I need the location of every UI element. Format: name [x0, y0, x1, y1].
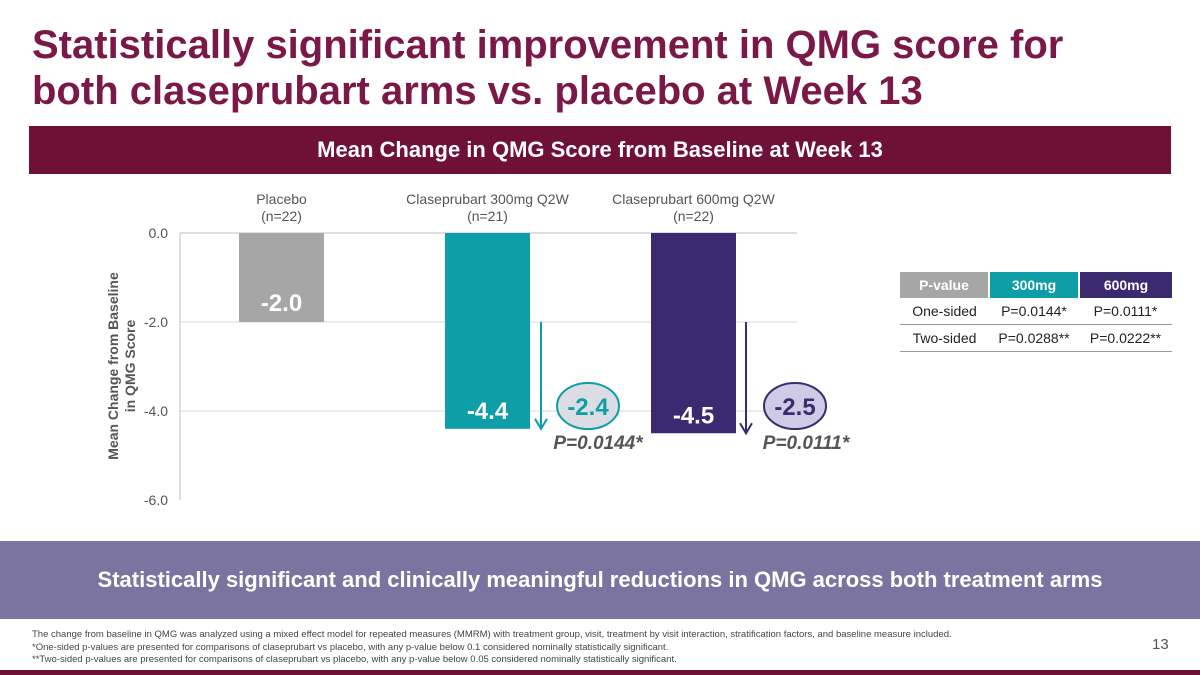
y-tick-label: 0.0 — [149, 225, 169, 241]
bar-2 — [445, 233, 530, 429]
difference-value: -2.4 — [567, 394, 609, 421]
conclusion-band: Statistically significant and clinically… — [0, 541, 1200, 619]
bar-value-label: -4.5 — [673, 402, 714, 429]
p-value-table: P-value 300mg 600mg One-sided P=0.0144* … — [900, 272, 1172, 352]
y-tick-label: -2.0 — [144, 314, 168, 330]
difference-p-value: P=0.0144* — [553, 433, 644, 454]
category-n: (n=22) — [673, 208, 714, 224]
y-tick-label: -6.0 — [144, 492, 168, 508]
footnotes: The change from baseline in QMG was anal… — [32, 629, 952, 667]
cell: P=0.0288** — [989, 324, 1079, 352]
slide-title: Statistically significant improvement in… — [32, 23, 1064, 113]
cell: Two-sided — [900, 324, 989, 352]
header-pvalue: P-value — [900, 272, 990, 298]
arrow-head-icon — [534, 418, 548, 431]
bar-value-label: -4.4 — [467, 398, 509, 425]
cell: P=0.0144* — [989, 298, 1079, 325]
header-300mg: 300mg — [989, 272, 1080, 298]
footnote: **Two-sided p-values are presented for c… — [32, 654, 677, 665]
chart-banner: Mean Change in QMG Score from Baseline a… — [29, 126, 1171, 174]
table-row: Two-sided P=0.0288** P=0.0222** — [900, 324, 1172, 352]
arrow-head-icon — [739, 422, 753, 436]
bar-chart: 0.0 -2.0 -4.0 -6.0 Mean Change from Baseline… — [105, 191, 851, 508]
cell: One-sided — [900, 298, 989, 325]
y-axis-label: Mean Change from Baselinein QMG Score — [105, 272, 138, 460]
table-row: One-sided P=0.0144* P=0.0111* — [900, 298, 1172, 325]
bottom-rule — [0, 670, 1200, 675]
cell: P=0.0111* — [1079, 298, 1172, 325]
y-tick-label: -4.0 — [144, 403, 168, 419]
difference-value: -2.5 — [774, 394, 815, 421]
difference-badge — [763, 382, 827, 430]
category-label: Placebo — [256, 191, 307, 207]
category-label: Claseprubart 300mg Q2W — [406, 191, 569, 207]
cell: P=0.0222** — [1079, 324, 1172, 352]
category-n: (n=21) — [467, 208, 508, 224]
bar-3 — [651, 233, 736, 434]
header-600mg: 600mg — [1079, 272, 1172, 298]
difference-badge — [556, 382, 620, 430]
footnote: The change from baseline in QMG was anal… — [32, 629, 952, 640]
difference-p-value: P=0.0111* — [763, 433, 851, 454]
page-number: 13 — [1152, 636, 1169, 653]
category-n: (n=22) — [261, 208, 302, 224]
footnote: *One-sided p-values are presented for co… — [32, 641, 669, 653]
bar-value-label: -2.0 — [261, 290, 302, 317]
bar-1 — [239, 233, 324, 322]
category-label: Claseprubart 600mg Q2W — [612, 191, 775, 207]
